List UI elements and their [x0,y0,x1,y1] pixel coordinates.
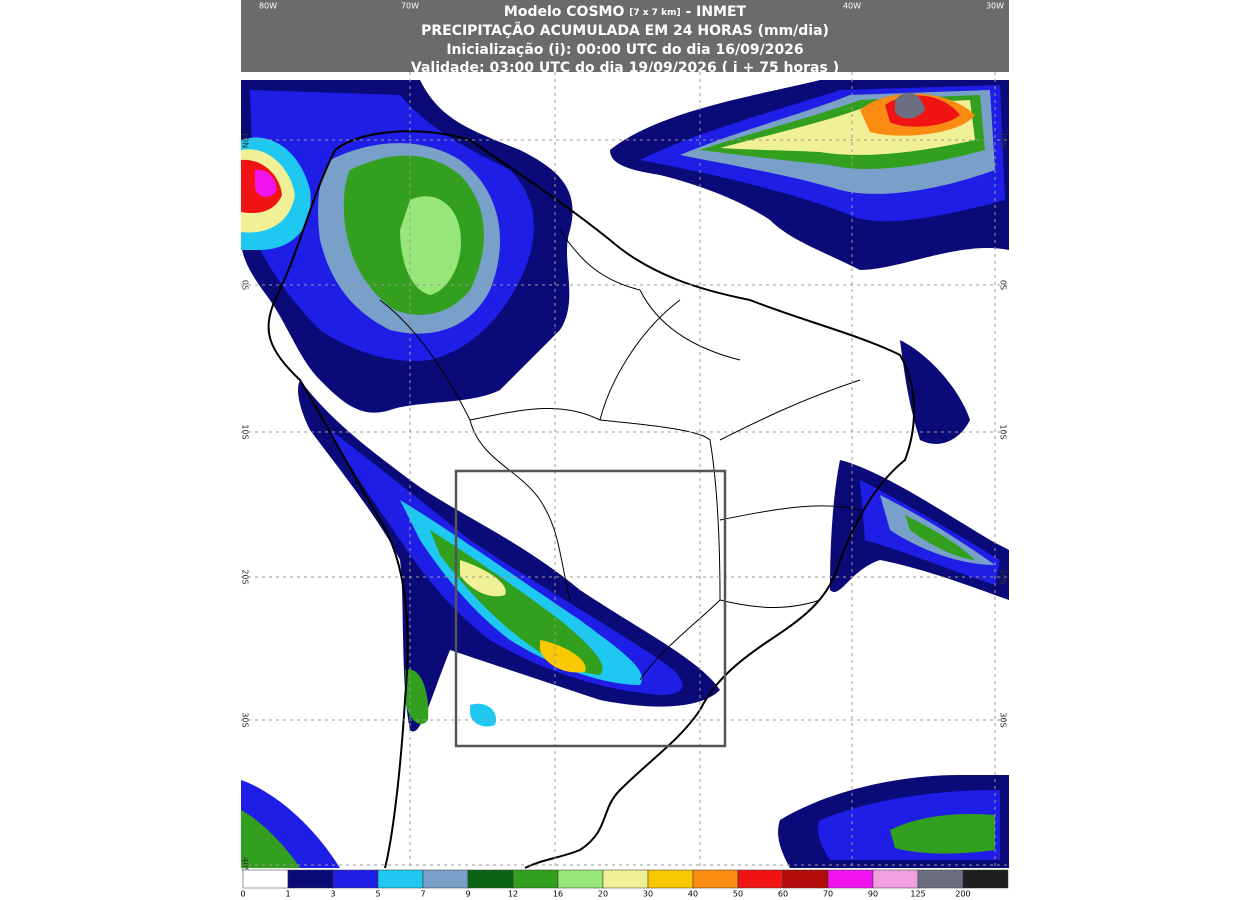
colorbar-box [917,869,964,889]
lat-label: 0S [241,280,250,290]
lat-label: 10N [999,132,1008,148]
colorbar-label: 70 [823,890,833,899]
source: - INMET [685,4,746,20]
header-line-1: Modelo COSMO [7 x 7 km] - INMET [504,4,747,20]
colorbar-box [827,869,874,889]
header-init: Inicialização (i): 00:00 UTC do dia 16/0… [446,42,803,58]
lon-label: 80W [259,2,277,11]
colorbar-label: 3 [330,890,335,899]
lat-label: 10S [241,424,250,439]
colorbar-box [962,869,1009,889]
colorbar-label: 30 [643,890,653,899]
colorbar-box [377,869,424,889]
lat-label: 20S [241,569,250,584]
lat-label: 10N [241,132,250,148]
colorbar-box [602,869,649,889]
resolution: [7 x 7 km] [629,8,680,18]
colorbar-label: 40 [688,890,698,899]
colorbar-box [692,869,739,889]
colorbar-label: 90 [868,890,878,899]
coastline [267,130,915,869]
colorbar-box [872,869,919,889]
lat-label: 40S [241,857,250,872]
lon-label: 70W [401,2,419,11]
colorbar-label: 60 [778,890,788,899]
colorbar-label: 12 [508,890,518,899]
lat-label: 20S [999,569,1008,584]
colorbar-box [242,869,289,889]
colorbar: 0 1 3 5 7 9 12 16 20 30 40 50 60 70 90 125 200 [240,869,1009,899]
colorbar-label: 1 [285,890,290,899]
colorbar-box [287,869,334,889]
lon-label: 30W [986,2,1004,11]
model: Modelo COSMO [504,4,625,20]
colorbar-label: 125 [910,890,925,899]
colorbar-label: 0 [240,890,245,899]
colorbar-label: 200 [955,890,970,899]
colorbar-box [737,869,784,889]
borders [379,229,861,681]
header: Modelo COSMO [7 x 7 km] - INMET PRECIPIT… [411,4,839,76]
colorbar-label: 5 [375,890,380,899]
grid [241,72,1009,868]
colorbar-label: 20 [598,890,608,899]
lat-label: 30S [999,712,1008,727]
precipitation [241,80,1009,868]
header-title: PRECIPITAÇÃO ACUMULADA EM 24 HORAS (mm/d… [421,22,829,39]
colorbar-box [512,869,559,889]
header-band [241,0,1009,72]
colorbar-box [557,869,604,889]
colorbar-box [332,869,379,889]
colorbar-label: 7 [420,890,425,899]
inset-box [454,469,727,748]
colorbar-box [647,869,694,889]
lat-label: 10S [999,424,1008,439]
lat-label: 0S [999,280,1008,290]
coordinate-labels: 80W 70W 40W 30W 10N 0S 10S 20S 30S 40S 10N 0S 10S 20S… [241,2,1008,873]
header-valid: Validade: 03:00 UTC do dia 19/09/2026 ( … [411,60,839,76]
colorbar-box [467,869,514,889]
colorbar-label: 50 [733,890,743,899]
colorbar-box [782,869,829,889]
colorbar-label: 16 [553,890,563,899]
lat-label: 30S [241,712,250,727]
colorbar-label: 9 [465,890,470,899]
lon-label: 40W [843,2,861,11]
colorbar-box [422,869,469,889]
